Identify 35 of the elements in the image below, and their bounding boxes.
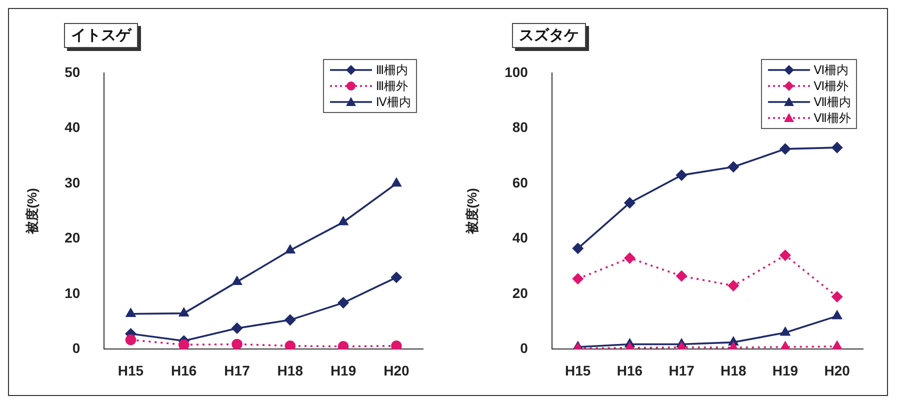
x-tick-label: H20 (824, 362, 850, 378)
y-tick-label: 10 (64, 284, 80, 301)
y-tick-label: 100 (504, 64, 528, 80)
chart-title: スズタケ (512, 23, 586, 48)
y-tick-label: 20 (512, 284, 528, 301)
y-tick-label: 30 (64, 174, 80, 190)
y-tick-label: 40 (512, 230, 528, 246)
y-tick-label: 50 (64, 64, 80, 80)
x-tick-label: H16 (171, 362, 197, 378)
legend-label: Ⅵ柵外 (814, 78, 849, 94)
x-tick-label: H15 (565, 362, 591, 378)
legend-label: Ⅵ柵内 (814, 62, 849, 78)
x-tick-label: H15 (118, 362, 144, 378)
y-axis-title: 被度(%) (24, 188, 40, 236)
y-tick-label: 60 (512, 174, 528, 190)
legend-label: Ⅲ柵内 (376, 62, 408, 78)
y-tick-label: 0 (72, 340, 80, 356)
x-tick-label: H17 (668, 362, 695, 378)
y-tick-label: 40 (64, 119, 80, 136)
y-axis-title: 被度(%) (464, 188, 480, 236)
legend-label: Ⅶ柵内 (814, 94, 851, 110)
x-tick-label: H20 (384, 362, 410, 378)
x-tick-label: H16 (616, 362, 643, 378)
chart-title: イトスゲ (64, 23, 138, 48)
legend-label: Ⅲ柵外 (376, 78, 408, 94)
x-tick-label: H17 (224, 362, 250, 378)
y-tick-label: 0 (520, 340, 528, 356)
legend-label: Ⅶ柵外 (814, 110, 851, 126)
x-tick-label: H19 (772, 362, 798, 378)
y-tick-label: 20 (64, 230, 80, 246)
legend-label: Ⅳ柵内 (376, 94, 411, 110)
y-tick-label: 80 (512, 119, 528, 136)
x-tick-label: H18 (720, 362, 746, 378)
x-tick-label: H19 (330, 362, 356, 378)
x-tick-label: H18 (277, 362, 304, 378)
